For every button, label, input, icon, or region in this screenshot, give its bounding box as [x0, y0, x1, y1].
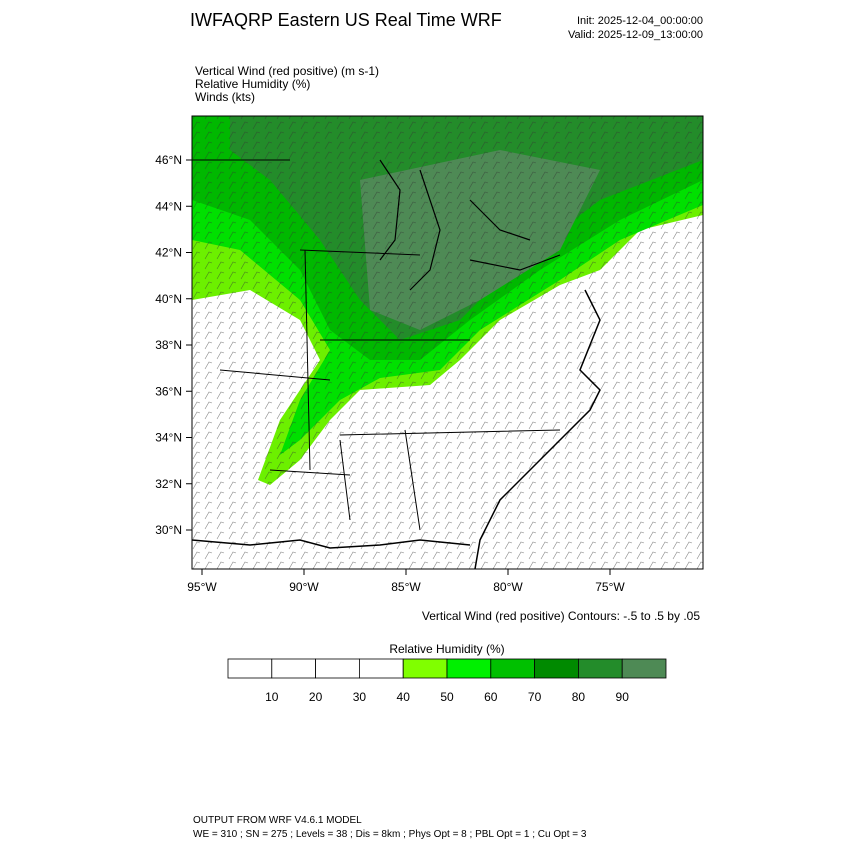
- lon-label: 95°W: [187, 580, 217, 594]
- colorbar-label: 10: [265, 690, 279, 704]
- colorbar-label: 40: [397, 690, 411, 704]
- colorbar-box: [358, 658, 404, 679]
- colorbar-label: 70: [528, 690, 542, 704]
- colorbar-box: [227, 658, 273, 679]
- colorbar: 10 20 30 40 50 60 70 80 90: [227, 658, 667, 704]
- lat-label: 34°N: [155, 431, 182, 445]
- colorbar-box: [490, 658, 535, 679]
- colorbar-label: 60: [484, 690, 498, 704]
- field-label: Winds (kts): [195, 90, 255, 104]
- lon-label: 75°W: [595, 580, 625, 594]
- colorbar-box: [621, 658, 667, 679]
- lat-label: 46°N: [155, 153, 182, 167]
- lat-label: 36°N: [155, 384, 182, 398]
- colorbar-box: [271, 658, 316, 679]
- map-frame: [191, 115, 704, 570]
- colorbar-label: 50: [440, 690, 454, 704]
- lat-label: 44°N: [155, 199, 182, 213]
- lon-label: 85°W: [391, 580, 421, 594]
- valid-time: Valid: 2025-12-09_13:00:00: [568, 29, 703, 41]
- footer-line: OUTPUT FROM WRF V4.6.1 MODEL: [193, 815, 362, 826]
- colorbar-label: 90: [616, 690, 630, 704]
- lon-axis: 95°W 90°W 85°W 80°W 75°W: [187, 569, 625, 594]
- colorbar-box: [402, 658, 448, 679]
- colorbar-label: 20: [309, 690, 323, 704]
- field-label: Relative Humidity (%): [195, 77, 310, 91]
- colorbar-label: 80: [572, 690, 586, 704]
- map-area: [192, 116, 703, 569]
- lat-label: 38°N: [155, 338, 182, 352]
- title: IWFAQRP Eastern US Real Time WRF: [190, 10, 502, 30]
- colorbar-box: [534, 658, 579, 679]
- footer-line: WE = 310 ; SN = 275 ; Levels = 38 ; Dis …: [193, 829, 587, 840]
- lat-label: 42°N: [155, 246, 182, 260]
- colorbar-box: [315, 658, 360, 679]
- init-time: Init: 2025-12-04_00:00:00: [577, 15, 703, 27]
- lon-label: 80°W: [493, 580, 523, 594]
- lat-label: 40°N: [155, 292, 182, 306]
- lon-label: 90°W: [289, 580, 319, 594]
- lat-label: 30°N: [155, 523, 182, 537]
- colorbar-title: Relative Humidity (%): [389, 642, 504, 656]
- colorbar-box: [578, 658, 623, 679]
- contour-note: Vertical Wind (red positive) Contours: -…: [422, 609, 700, 623]
- lat-axis: 46°N 44°N 42°N 40°N 38°N 36°N 34°N 32°N 30°N: [155, 153, 192, 537]
- colorbar-label: 30: [353, 690, 367, 704]
- lat-label: 32°N: [155, 477, 182, 491]
- field-label: Vertical Wind (red positive) (m s-1): [195, 64, 379, 78]
- colorbar-box: [446, 658, 492, 679]
